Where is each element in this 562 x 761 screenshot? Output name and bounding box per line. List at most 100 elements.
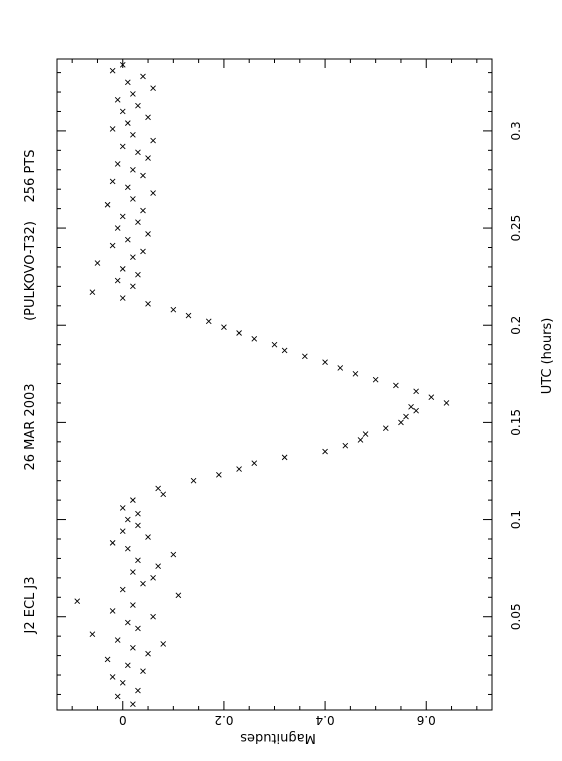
data-point (109, 178, 116, 185)
point-stroke (135, 271, 141, 278)
data-point (114, 225, 121, 231)
point-stroke (130, 283, 136, 290)
data-point (114, 96, 121, 103)
point-stroke (175, 592, 182, 599)
data-point (236, 330, 242, 336)
point-stroke (140, 248, 146, 255)
data-point (135, 271, 141, 278)
data-point (382, 425, 389, 432)
point-stroke (104, 656, 111, 663)
data-point (130, 283, 136, 290)
x-tick-label: 0.05 (509, 603, 523, 630)
x-tick-label: 0.3 (509, 121, 523, 140)
point-stroke (372, 376, 379, 383)
data-point (413, 388, 419, 395)
point-stroke (342, 442, 349, 449)
data-point (119, 528, 126, 535)
point-stroke (382, 425, 389, 432)
y-axis-label: Magnitudes (240, 730, 316, 745)
points-layer (74, 62, 450, 707)
data-point (130, 602, 136, 608)
data-point (119, 143, 126, 150)
data-point (140, 172, 146, 179)
point-stroke (104, 201, 111, 208)
ticks-layer: 0.05 0.1 0.15 0.2 0.25 0.3 0 0.2 0.4 0.6 (57, 59, 523, 727)
data-point (352, 370, 359, 377)
data-point (135, 522, 141, 529)
point-stroke (185, 312, 192, 319)
data-point (124, 236, 131, 243)
data-point (413, 407, 419, 414)
data-point (443, 400, 450, 406)
point-stroke (160, 491, 167, 498)
data-point (145, 534, 151, 540)
data-point (281, 347, 288, 354)
data-point (140, 248, 146, 255)
point-stroke (119, 679, 126, 686)
point-stroke (140, 73, 146, 80)
data-point (155, 563, 161, 570)
data-point (124, 545, 131, 552)
point-stroke (413, 388, 419, 395)
y-tick-label: 0.2 (214, 713, 233, 727)
data-point (109, 67, 116, 74)
data-point (302, 353, 308, 360)
point-stroke (140, 580, 146, 587)
point-stroke (130, 644, 136, 651)
point-stroke (135, 687, 141, 694)
data-point (124, 619, 131, 626)
data-point (119, 62, 126, 68)
data-point (216, 472, 222, 478)
title-object: J2 ECL J3 (23, 576, 38, 634)
y-tick-label: 0.4 (316, 713, 335, 727)
point-stroke (145, 114, 151, 121)
point-stroke (190, 477, 197, 484)
data-point (109, 540, 116, 546)
data-point (119, 295, 126, 301)
data-point (408, 404, 414, 410)
point-stroke (135, 625, 141, 632)
data-point (170, 551, 177, 558)
point-stroke (135, 219, 141, 226)
point-stroke (130, 602, 136, 608)
data-point (109, 126, 116, 132)
point-stroke (398, 419, 404, 426)
point-stroke (413, 407, 419, 414)
point-stroke (114, 96, 121, 103)
title-points: 256 PTS (23, 150, 38, 203)
point-stroke (119, 266, 126, 272)
point-stroke (130, 196, 136, 202)
point-stroke (89, 289, 96, 296)
point-stroke (135, 102, 141, 109)
data-point (221, 324, 227, 330)
data-point (160, 641, 167, 647)
data-point (175, 592, 182, 599)
point-stroke (124, 619, 131, 626)
point-stroke (124, 236, 131, 243)
data-point (130, 497, 136, 503)
x-tick-label: 0.1 (509, 510, 523, 529)
point-stroke (443, 400, 450, 406)
point-stroke (150, 575, 156, 581)
x-tick-label: 0.15 (509, 409, 523, 436)
point-stroke (216, 472, 222, 478)
point-stroke (94, 260, 101, 266)
data-point (145, 231, 151, 237)
data-point (337, 365, 344, 371)
point-stroke (205, 318, 212, 325)
point-stroke (236, 466, 242, 472)
point-stroke (408, 404, 414, 410)
data-point (89, 631, 96, 638)
point-stroke (109, 126, 116, 132)
point-stroke (130, 569, 136, 575)
data-point (130, 166, 136, 173)
data-point (135, 557, 141, 564)
point-stroke (281, 347, 288, 354)
data-point (236, 466, 242, 472)
data-point (150, 137, 156, 144)
data-point (135, 625, 141, 632)
point-stroke (124, 662, 131, 669)
point-stroke (109, 242, 116, 249)
